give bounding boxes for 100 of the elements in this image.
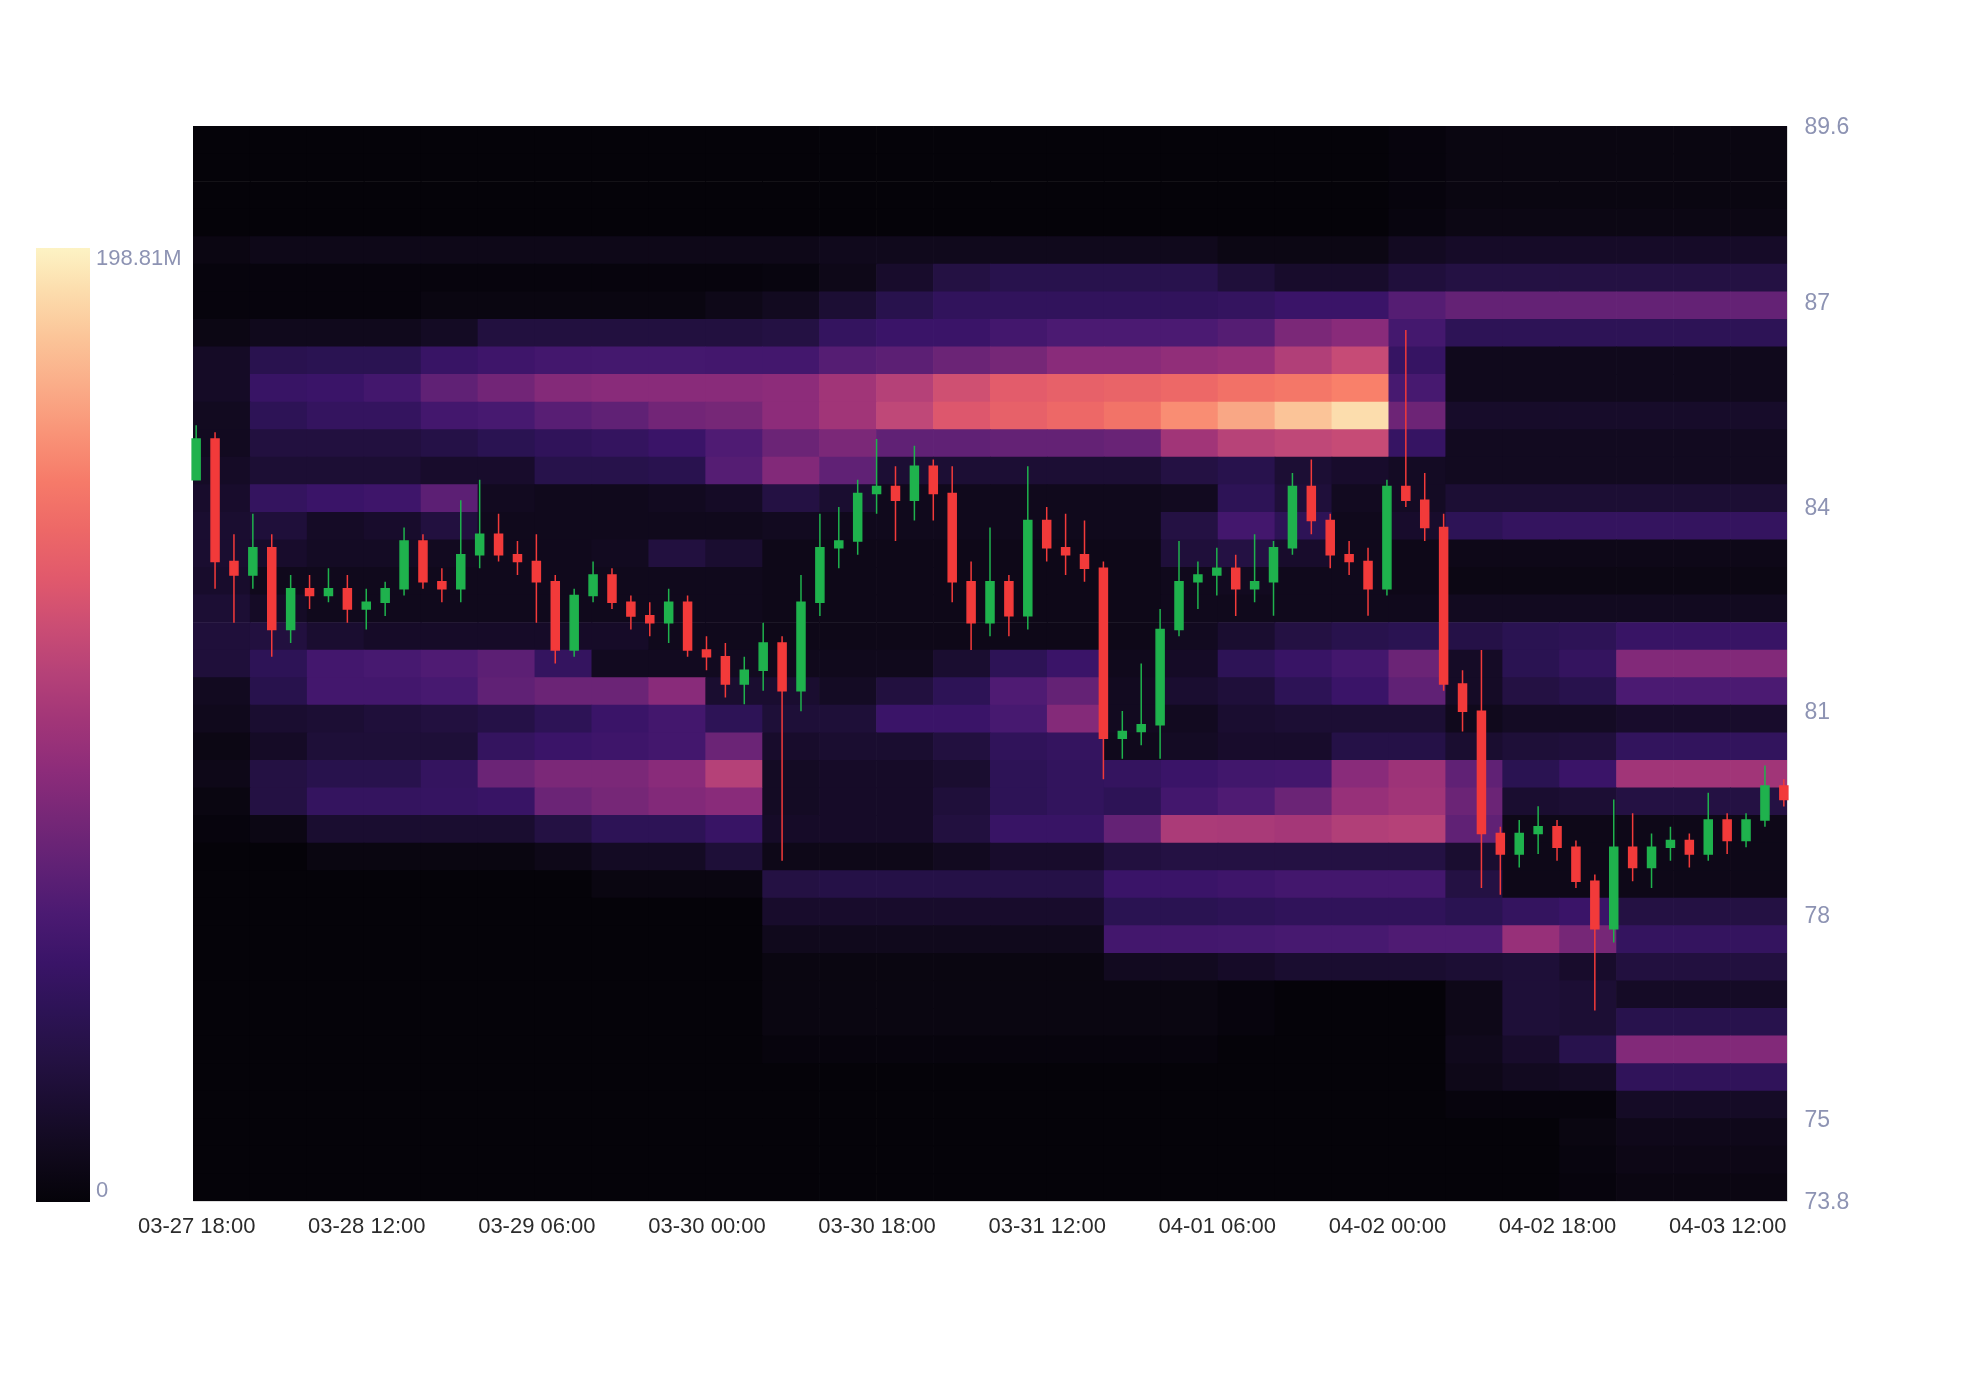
candlestick <box>1646 832 1657 889</box>
candlestick <box>928 458 939 522</box>
y-tick-label: 75 <box>1804 1105 1831 1132</box>
candlestick <box>1590 873 1600 1012</box>
candlestick <box>569 587 579 658</box>
y-tick-label: 84 <box>1804 493 1831 520</box>
candlestick <box>1760 764 1770 828</box>
candlestick <box>1174 540 1184 638</box>
candlestick <box>1136 662 1146 746</box>
candlestick <box>1684 832 1695 869</box>
candlestick <box>815 513 825 617</box>
candlestick <box>1098 560 1109 780</box>
candlestick <box>1457 669 1468 733</box>
candlestick <box>1703 792 1713 862</box>
candlestick <box>1268 540 1279 617</box>
candlestick <box>191 424 201 481</box>
candlestick <box>607 567 617 610</box>
candlestick <box>758 621 768 692</box>
candlestick <box>267 533 277 658</box>
candlestick <box>1608 798 1619 944</box>
candlestick <box>1060 513 1071 576</box>
candlestick <box>626 594 636 631</box>
x-tick-label: 03-30 18:00 <box>818 1212 936 1238</box>
candlestick <box>323 567 334 604</box>
candlestick <box>1741 812 1751 848</box>
candlestick <box>1401 329 1411 508</box>
candlestick <box>493 513 504 563</box>
x-tick-label: 03-28 12:00 <box>308 1212 426 1238</box>
candlestick <box>588 560 598 604</box>
candlestick <box>1117 710 1128 760</box>
x-tick-label: 03-30 00:00 <box>648 1212 766 1238</box>
candlestick <box>1306 458 1317 535</box>
candlestick <box>456 499 466 604</box>
candlestick <box>871 438 882 515</box>
candlestick <box>1722 812 1732 855</box>
candlestick <box>1212 547 1222 597</box>
candlestick <box>1155 608 1165 760</box>
candlestick <box>342 574 353 624</box>
candlestick <box>531 533 542 624</box>
y-tick-label: 78 <box>1804 901 1831 928</box>
candlestick <box>1571 839 1581 889</box>
candlestick <box>1382 479 1392 597</box>
candlestick <box>663 587 674 644</box>
candlestick <box>739 655 750 706</box>
candlestick <box>1325 513 1335 569</box>
candlestick <box>796 574 806 712</box>
y-tick-label: 73.8 <box>1804 1187 1850 1214</box>
candlestick <box>285 574 296 644</box>
candlestick <box>701 635 712 672</box>
candlestick <box>512 540 523 576</box>
x-tick-label: 03-29 06:00 <box>478 1212 596 1238</box>
candlestick <box>1193 560 1203 610</box>
candlestick <box>1419 472 1430 542</box>
y-tick-label: 81 <box>1804 697 1831 724</box>
candlestick <box>985 526 995 638</box>
candlestick <box>1476 649 1487 889</box>
candlestick <box>890 465 901 542</box>
candlestick <box>304 574 315 610</box>
candlestick <box>1023 465 1033 631</box>
candlestick <box>418 533 428 590</box>
candlestick <box>550 574 561 665</box>
candlestick <box>966 560 976 651</box>
x-tick-label: 03-31 12:00 <box>988 1212 1106 1238</box>
color-bar-label: 0 <box>96 1177 109 1202</box>
candlestick <box>720 642 731 699</box>
candlestick <box>1665 826 1676 862</box>
y-tick-label: 87 <box>1804 289 1831 316</box>
x-tick-label: 04-02 18:00 <box>1498 1212 1617 1238</box>
candlestick <box>1041 506 1052 563</box>
candlestick <box>1438 513 1449 692</box>
candlestick <box>248 513 258 590</box>
candlestick <box>1495 826 1506 896</box>
candlestick <box>909 445 920 522</box>
candlestick <box>1514 819 1524 869</box>
candlestick <box>380 581 390 617</box>
candlestick <box>361 587 372 631</box>
candlestick <box>1004 574 1014 638</box>
candlestick <box>1552 819 1562 862</box>
candlestick <box>947 465 957 604</box>
candlestick <box>1363 547 1373 617</box>
candlestick <box>1249 533 1260 604</box>
candlestick <box>1779 778 1789 808</box>
candlestick <box>852 479 863 556</box>
candlestick <box>777 635 787 862</box>
x-tick-label: 03-27 18:00 <box>137 1212 256 1238</box>
color-bar-label: 198.81M <box>96 245 182 270</box>
candlestick <box>1533 805 1543 855</box>
candlestick <box>437 567 447 604</box>
x-tick-label: 04-02 00:00 <box>1328 1212 1447 1238</box>
y-tick-label: 89.6 <box>1804 112 1850 139</box>
candlestick <box>210 431 220 590</box>
candlestick <box>1287 472 1298 556</box>
candlestick <box>1230 553 1241 617</box>
candlestick <box>1344 540 1354 576</box>
candlestick <box>399 526 409 597</box>
candlestick <box>229 533 239 624</box>
x-tick-label: 04-01 06:00 <box>1158 1212 1277 1238</box>
candlestick <box>474 479 485 569</box>
candlestick <box>682 594 693 658</box>
x-tick-label: 04-03 12:00 <box>1668 1212 1787 1238</box>
